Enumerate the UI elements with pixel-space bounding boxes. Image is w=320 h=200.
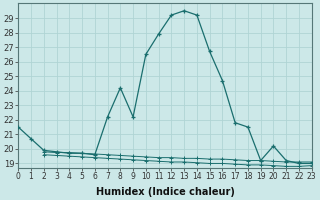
- X-axis label: Humidex (Indice chaleur): Humidex (Indice chaleur): [96, 187, 235, 197]
